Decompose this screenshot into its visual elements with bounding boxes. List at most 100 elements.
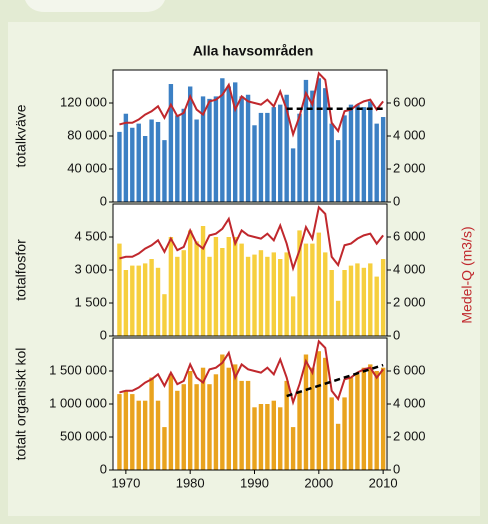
bar (149, 119, 154, 202)
y2-tick-label: 0 (393, 193, 400, 208)
bar (233, 364, 238, 470)
bar (213, 96, 219, 202)
bar (245, 380, 251, 470)
bar (194, 384, 199, 470)
bar (323, 88, 328, 202)
y2-axis-label: Medel-Q (m3/s) (459, 226, 475, 323)
bar (175, 256, 180, 336)
bar (303, 243, 309, 336)
bar (136, 123, 141, 202)
bar (329, 270, 334, 336)
bar (374, 276, 379, 336)
bar (175, 390, 180, 470)
y2-tick-label: 0 (393, 461, 400, 476)
bar (200, 226, 206, 336)
bar (258, 404, 264, 470)
y2-tick-label: 4 000 (393, 261, 426, 276)
y-axis-label: totalfosfor (13, 239, 29, 301)
bar (213, 374, 219, 470)
bar (348, 104, 354, 202)
y-tick-label: 120 000 (60, 94, 107, 109)
bar (278, 407, 283, 470)
bar (207, 98, 212, 202)
bar (290, 427, 296, 470)
bar (252, 407, 257, 470)
bar (149, 259, 154, 336)
bar (380, 367, 386, 470)
bar (335, 140, 341, 202)
bar (329, 397, 334, 470)
bar (335, 423, 341, 470)
trend-line (286, 363, 384, 398)
bar (181, 108, 186, 202)
bar (117, 131, 122, 202)
bar (310, 367, 315, 470)
bar (207, 384, 212, 470)
bar (316, 232, 322, 336)
bar (348, 265, 354, 336)
y-tick-label: 40 000 (67, 160, 107, 175)
bar (323, 252, 328, 336)
y2-tick-label: 2 000 (393, 294, 426, 309)
bar (297, 390, 302, 470)
bar (168, 374, 174, 470)
bar (233, 82, 238, 202)
y-tick-label: 4 500 (74, 228, 107, 243)
y2-tick-label: 6 000 (393, 362, 426, 377)
bar (226, 367, 231, 470)
bar (142, 400, 148, 470)
bar (271, 107, 276, 202)
y2-tick-label: 4 000 (393, 395, 426, 410)
bar (265, 112, 270, 202)
bar (155, 121, 161, 202)
bar (142, 263, 148, 336)
bar (368, 101, 373, 202)
y-tick-label: 0 (100, 327, 107, 342)
bar (213, 237, 219, 336)
y-tick-label: 80 000 (67, 127, 107, 142)
y-tick-label: 0 (100, 193, 107, 208)
bar (355, 263, 360, 336)
bar (207, 256, 212, 336)
bar (239, 243, 244, 336)
x-tick-label: 1980 (176, 475, 205, 490)
bar (355, 374, 360, 470)
bar (303, 79, 309, 202)
bar (361, 107, 367, 202)
bar (297, 230, 302, 336)
bar (200, 96, 206, 202)
bar (117, 394, 122, 470)
bar (168, 237, 174, 336)
y2-tick-label: 6 000 (393, 228, 426, 243)
bar (194, 241, 199, 336)
bar (329, 123, 334, 202)
bar (233, 237, 238, 336)
y-tick-label: 500 000 (60, 428, 107, 443)
bar (271, 252, 276, 336)
bar (187, 371, 193, 470)
bar (194, 119, 199, 202)
y2-tick-label: 0 (393, 327, 400, 342)
bar (303, 354, 309, 470)
bar (226, 237, 231, 336)
bar (187, 230, 193, 336)
bar (335, 300, 341, 336)
bar (142, 136, 148, 202)
bar (130, 265, 135, 336)
bar (310, 243, 315, 336)
y-axis-label: totalkväve (13, 104, 29, 167)
x-tick-label: 2000 (304, 475, 333, 490)
y2-tick-label: 2 000 (393, 428, 426, 443)
y2-tick-label: 2 000 (393, 160, 426, 175)
bar (130, 394, 135, 470)
bar (348, 377, 354, 470)
bar (374, 123, 379, 202)
bar (316, 351, 322, 470)
bar (149, 377, 154, 470)
bar (361, 367, 367, 470)
bar (290, 148, 296, 202)
bar (130, 127, 135, 202)
bar (162, 140, 167, 202)
